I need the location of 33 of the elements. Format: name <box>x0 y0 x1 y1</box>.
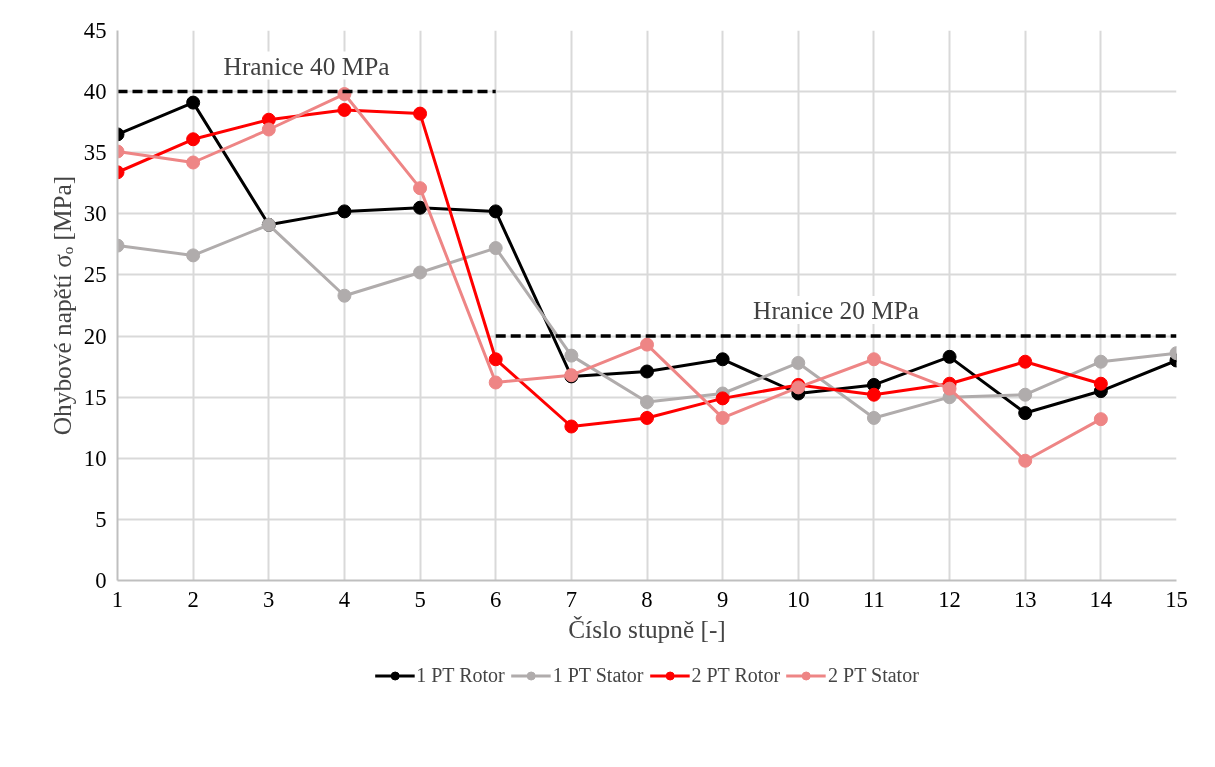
x-tick-label: 6 <box>490 586 502 612</box>
annotation: Hranice 20 MPa <box>753 296 920 325</box>
x-tick-label: 2 <box>187 586 199 612</box>
x-tick-label: 11 <box>863 586 885 612</box>
x-tick-label: 13 <box>1013 586 1037 612</box>
y-tick-label: 25 <box>83 262 107 288</box>
x-tick-label: 15 <box>1165 586 1188 612</box>
x-tick-label: 9 <box>716 586 729 612</box>
y-tick-label: 20 <box>83 323 107 349</box>
y-axis-title: Ohybové napětí σₒ [MPa] <box>47 175 76 436</box>
x-tick-label: 12 <box>938 586 961 612</box>
x-tick-label: 4 <box>338 586 351 612</box>
legend-label: 2 PT Rotor <box>691 663 781 687</box>
y-tick-label: 45 <box>83 18 107 43</box>
x-tick-label: 3 <box>263 586 275 612</box>
y-tick-label: 10 <box>83 445 107 471</box>
y-tick-label: 0 <box>95 568 107 593</box>
annotation: Hranice 40 MPa <box>223 51 390 80</box>
x-tick-label: 14 <box>1089 586 1113 612</box>
x-tick-label: 10 <box>786 586 810 612</box>
x-tick-label: 1 <box>111 586 124 612</box>
x-tick-label: 5 <box>414 586 426 612</box>
y-tick-label: 15 <box>83 384 107 410</box>
x-axis-title: Číslo stupně [-] <box>568 614 726 643</box>
legend-label: 1 PT Stator <box>552 663 644 687</box>
y-tick-label: 5 <box>95 506 107 532</box>
legend-label: 2 PT Stator <box>828 663 919 687</box>
y-tick-label: 40 <box>83 79 107 105</box>
x-tick-label: 8 <box>641 586 653 612</box>
legend-label: 1 PT Rotor <box>416 663 505 687</box>
y-tick-label: 30 <box>83 201 107 227</box>
y-tick-label: 35 <box>83 140 107 166</box>
x-tick-label: 7 <box>565 586 578 612</box>
